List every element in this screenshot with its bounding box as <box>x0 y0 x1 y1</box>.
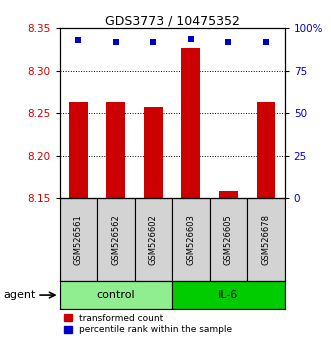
Bar <box>181 48 200 198</box>
Bar <box>60 281 172 309</box>
Bar <box>107 102 125 198</box>
Text: control: control <box>97 290 135 300</box>
Bar <box>144 107 163 198</box>
Bar <box>60 198 97 281</box>
Point <box>226 39 231 45</box>
Point <box>76 38 81 43</box>
Bar <box>257 102 275 198</box>
Point <box>113 39 118 45</box>
Text: GSM526605: GSM526605 <box>224 214 233 265</box>
Point <box>151 39 156 45</box>
Text: GSM526562: GSM526562 <box>111 214 120 265</box>
Bar <box>210 198 247 281</box>
Text: agent: agent <box>3 290 36 300</box>
Bar <box>97 198 135 281</box>
Bar <box>247 198 285 281</box>
Point <box>263 39 268 45</box>
Bar <box>172 281 285 309</box>
Bar <box>69 102 88 198</box>
Bar <box>219 191 238 198</box>
Text: GSM526602: GSM526602 <box>149 214 158 265</box>
Legend: transformed count, percentile rank within the sample: transformed count, percentile rank withi… <box>61 310 236 338</box>
Text: GSM526561: GSM526561 <box>74 214 83 265</box>
Text: GSM526603: GSM526603 <box>186 214 195 265</box>
Bar <box>135 198 172 281</box>
Title: GDS3773 / 10475352: GDS3773 / 10475352 <box>105 14 240 27</box>
Text: GSM526678: GSM526678 <box>261 214 270 265</box>
Bar <box>172 198 210 281</box>
Point <box>188 36 194 41</box>
Text: IL-6: IL-6 <box>218 290 239 300</box>
